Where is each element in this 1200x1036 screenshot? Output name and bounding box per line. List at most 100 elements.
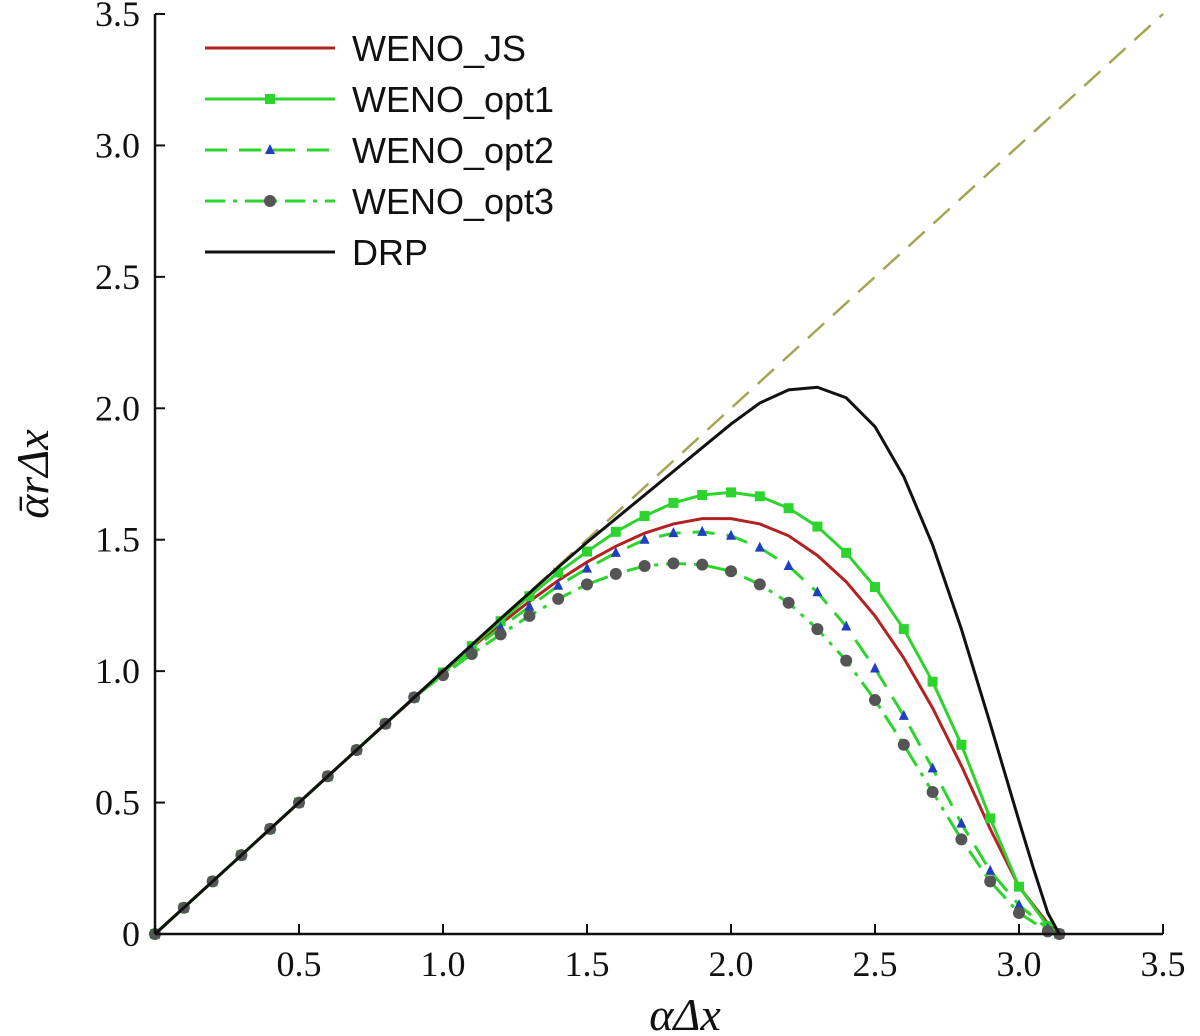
x-tick-label-4: 2.5	[853, 944, 898, 984]
data-point-2-30	[1014, 899, 1024, 910]
data-point-2-25	[870, 662, 880, 673]
legend-label-0: WENO_JS	[352, 28, 526, 69]
series-0	[153, 517, 1061, 936]
x-tick-label-2: 1.5	[565, 944, 610, 984]
legend-marker-2	[265, 144, 275, 154]
data-point-2-14	[553, 579, 564, 590]
data-point-1-24	[841, 547, 852, 558]
data-point-3-11	[465, 648, 478, 661]
series-4	[153, 385, 1061, 936]
legend-label-4: DRP	[352, 232, 428, 273]
x-tick-label-1: 1.0	[421, 944, 466, 984]
data-point-1-14	[553, 567, 564, 578]
x-axis-title: αΔx	[649, 989, 721, 1036]
data-point-2-21	[754, 541, 765, 552]
data-point-1-19	[697, 490, 708, 501]
y-tick-label-0: 0	[122, 914, 140, 954]
series-line-3	[153, 561, 1060, 936]
data-point-3-18	[667, 557, 680, 570]
data-point-1-28	[956, 739, 967, 750]
series-line-4	[153, 385, 1061, 936]
data-point-1-18	[668, 497, 679, 508]
data-point-1-20	[726, 487, 736, 498]
data-point-1-27	[927, 676, 938, 687]
legend-item-3: WENO_opt3	[205, 181, 554, 222]
data-point-3-16	[609, 567, 622, 580]
y-tick-label-3: 1.5	[95, 520, 140, 560]
data-point-1-26	[898, 624, 909, 635]
legend: WENO_JS WENO_opt1 WENO_opt2 WENO_opt3 DRP	[205, 28, 554, 273]
y-tick-label-6: 3.0	[95, 125, 140, 165]
data-point-1-23	[812, 521, 823, 532]
data-point-1-30	[1014, 881, 1024, 892]
data-point-1-17	[639, 511, 650, 522]
y-tick-label-4: 2.0	[95, 388, 140, 428]
legend-label-2: WENO_opt2	[352, 130, 554, 171]
reference-line	[154, 13, 1164, 935]
legend-item-1: WENO_opt1	[205, 79, 554, 120]
series-2	[150, 525, 1065, 938]
series-1	[150, 487, 1065, 939]
data-point-3-28	[955, 833, 968, 846]
legend-label-1: WENO_opt1	[352, 79, 554, 120]
data-point-3-17	[638, 560, 651, 572]
data-point-1-12	[495, 616, 506, 627]
data-point-3-25	[869, 694, 881, 707]
data-point-2-27	[927, 762, 938, 773]
y-tick-label-5: 2.5	[95, 257, 140, 297]
data-point-2-20	[726, 529, 736, 540]
data-point-3-19	[696, 558, 709, 571]
data-point-1-21	[754, 491, 765, 502]
data-point-3-14	[552, 592, 565, 605]
series-3	[149, 557, 1066, 940]
series-layer	[149, 385, 1066, 940]
data-point-3-12	[494, 628, 507, 641]
axes-layer	[153, 14, 1163, 936]
data-point-1-15	[582, 546, 592, 557]
y-axis-title: ᾱrΔx	[7, 429, 58, 519]
data-point-3-21	[753, 578, 766, 591]
legend-marker-3	[264, 195, 276, 207]
legend-marker-1	[265, 94, 275, 104]
legend-item-0: WENO_JS	[205, 28, 526, 69]
data-point-3-24	[840, 654, 853, 667]
legend-item-4: DRP	[205, 232, 428, 273]
data-point-3-30	[1013, 906, 1025, 919]
data-point-3-13	[523, 609, 536, 622]
y-tick-label-1: 0.5	[95, 783, 140, 823]
data-point-3-29	[984, 875, 997, 888]
data-point-3-31	[1041, 925, 1054, 938]
data-point-1-16	[610, 526, 621, 537]
x-tick-label-5: 3.0	[997, 944, 1042, 984]
data-point-1-29	[985, 813, 996, 824]
data-point-2-26	[898, 709, 909, 720]
data-point-3-15	[581, 578, 593, 591]
tick-layer: 0.5 1.0 1.5 2.0 2.5 3.0 3.5 0 0.5 1.0 1.5 2.0 2.5 3.0…	[95, 0, 1186, 984]
data-point-2-22	[783, 560, 794, 570]
data-point-3-22	[782, 596, 795, 609]
legend-item-2: WENO_opt2	[205, 130, 554, 171]
reference-line-layer	[154, 13, 1164, 935]
data-point-2-18	[668, 527, 679, 538]
series-line-0	[153, 517, 1061, 936]
x-tick-label-0: 0.5	[277, 944, 322, 984]
data-point-1-13	[524, 591, 535, 602]
data-point-2-23	[812, 586, 823, 597]
data-point-2-24	[841, 620, 852, 631]
data-point-3-23	[811, 623, 824, 636]
data-point-2-16	[610, 546, 621, 557]
data-point-3-20	[725, 565, 737, 578]
data-point-2-15	[582, 562, 592, 573]
data-point-2-17	[639, 533, 650, 544]
legend-label-3: WENO_opt3	[352, 181, 554, 222]
data-point-2-19	[697, 525, 708, 536]
y-tick-label-2: 1.0	[95, 651, 140, 691]
series-line-2	[153, 530, 1060, 936]
data-point-1-22	[783, 503, 794, 514]
data-point-2-13	[524, 600, 535, 611]
data-point-2-29	[985, 864, 996, 875]
data-point-2-28	[956, 817, 967, 828]
data-point-3-27	[926, 786, 939, 799]
